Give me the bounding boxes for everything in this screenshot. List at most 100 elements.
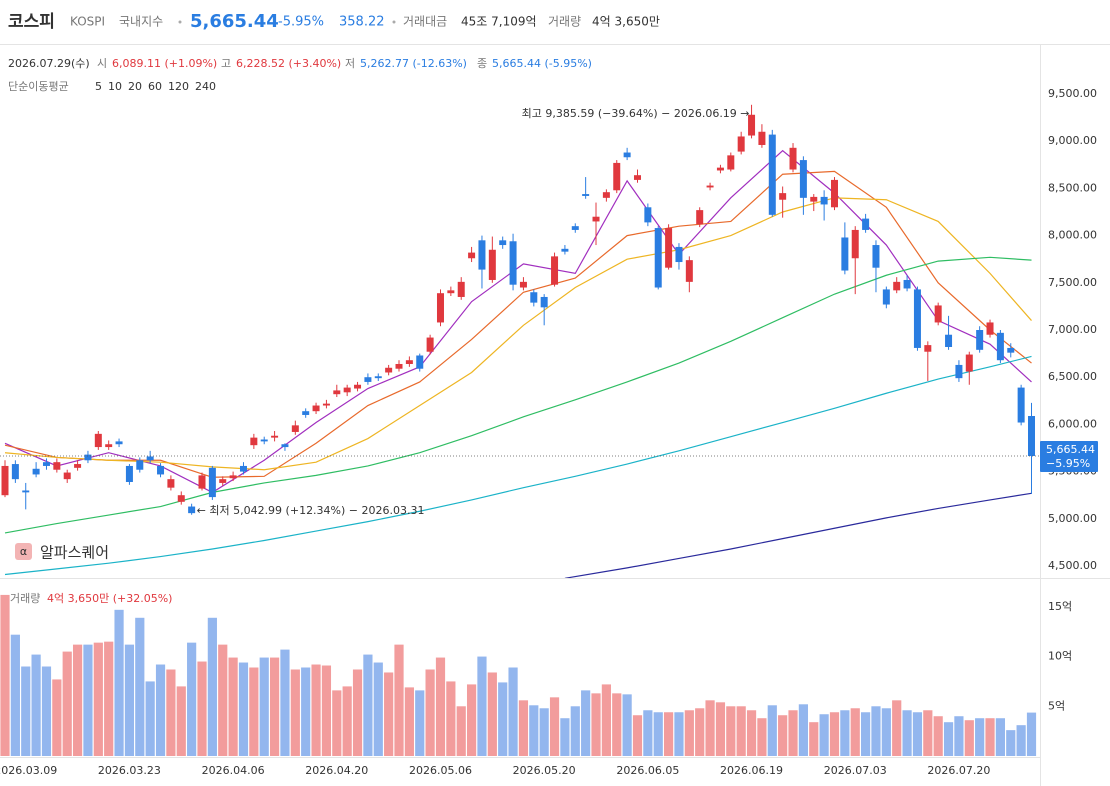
candle-body — [851, 229, 859, 259]
candle-body — [478, 240, 486, 270]
last-price-box — [1040, 440, 1098, 472]
volume-bar — [384, 672, 394, 756]
price-pane — [1, 104, 1035, 578]
candle-body — [685, 260, 693, 282]
volume-bar — [695, 708, 705, 756]
x-tick-label: 2026.05.06 — [409, 764, 472, 777]
candle-body — [115, 441, 123, 445]
candle-body — [405, 360, 413, 364]
candle-body — [623, 152, 631, 158]
volume-bar — [373, 662, 383, 756]
candle-body — [74, 464, 82, 468]
volume-bar — [643, 710, 653, 756]
volume-bar — [394, 644, 404, 756]
volume-bar — [155, 664, 166, 756]
candle-body — [727, 155, 735, 170]
ma-label: 단순이동평균 — [8, 80, 69, 93]
volume-bar — [581, 690, 591, 756]
volume-bar — [757, 718, 767, 756]
volume-bar — [518, 700, 529, 756]
volume-bar — [249, 667, 259, 756]
candle-body — [146, 456, 154, 461]
candle-body — [291, 425, 299, 432]
candle-body — [644, 207, 652, 223]
candle-body — [333, 390, 341, 395]
low-label: 저 — [345, 57, 355, 70]
candle-body — [913, 289, 921, 348]
candle-body — [198, 475, 206, 489]
turnover: 45조 7,109억 — [461, 15, 537, 29]
volume-bar — [72, 644, 83, 756]
volume-bar — [809, 722, 819, 756]
candle-body — [167, 479, 175, 488]
volume-bar — [1016, 725, 1026, 756]
candle-body — [468, 252, 476, 259]
candle-body — [830, 179, 838, 208]
volume-bar — [124, 644, 135, 756]
candle-body — [996, 332, 1004, 361]
volume-bar — [549, 697, 560, 756]
candle-body — [924, 345, 932, 352]
volume-bar — [363, 654, 373, 756]
change: -5.95% — [278, 15, 324, 30]
candle-body — [364, 377, 372, 382]
candle-body — [136, 460, 144, 470]
candle-body — [94, 433, 102, 448]
volume-bar — [529, 705, 539, 756]
volume-bar — [290, 669, 300, 756]
volume-bar — [135, 617, 145, 756]
x-tick-label: 2026.07.03 — [824, 764, 887, 777]
candle-body — [488, 249, 496, 280]
candle-body — [32, 468, 40, 475]
volume-bar — [798, 704, 808, 756]
candle-body — [706, 185, 714, 188]
candle-body — [768, 134, 776, 215]
candle-body — [84, 454, 92, 461]
volume-bar — [871, 706, 881, 756]
candle-body — [551, 256, 559, 285]
volume-bar — [145, 681, 155, 756]
candle-body — [374, 376, 382, 379]
candle-body — [1, 465, 9, 496]
candle-body — [519, 281, 527, 288]
market: 국내지수 — [119, 15, 163, 29]
volume-label: 거래량 — [548, 15, 581, 29]
volume-bar — [352, 669, 363, 756]
candle-body — [53, 462, 61, 470]
candle-body — [188, 506, 196, 514]
ma-line — [564, 492, 1032, 578]
candle-body — [748, 114, 756, 136]
volume-bar — [819, 714, 829, 756]
volume-bar — [902, 710, 912, 756]
volume-bar — [715, 702, 726, 756]
candle-body — [63, 472, 71, 480]
volume-bar — [321, 665, 332, 756]
volume-bar — [259, 657, 269, 756]
candle-body — [799, 160, 807, 198]
volume-bar — [498, 682, 508, 756]
candle-body — [758, 131, 766, 145]
volume-pane-value: 4억 3,650만 (+32.05%) — [47, 592, 172, 605]
volume-bar — [539, 708, 549, 756]
candle-body — [22, 490, 30, 493]
logo-alpha: α — [20, 545, 27, 558]
candle-body — [42, 462, 50, 466]
volume-bar — [187, 642, 197, 756]
volume-bar — [964, 720, 974, 756]
legend-entry: 5 — [95, 80, 102, 93]
volume-bar — [726, 706, 736, 756]
candle-body — [1017, 387, 1025, 423]
candle-body — [862, 218, 870, 230]
candle-body — [530, 292, 538, 303]
volume-bar — [767, 705, 777, 756]
low-annotation: ← 최저 5,042.99 (+12.34%) − 2026.03.31 — [197, 504, 425, 517]
volume-bar — [570, 706, 580, 756]
candle-body — [665, 228, 673, 268]
candle-body — [789, 147, 797, 170]
volume-bar — [104, 641, 114, 756]
candle-body — [271, 435, 279, 438]
candle-body — [737, 136, 745, 152]
volume-bar — [21, 666, 31, 756]
ma-line — [4, 256, 1032, 534]
